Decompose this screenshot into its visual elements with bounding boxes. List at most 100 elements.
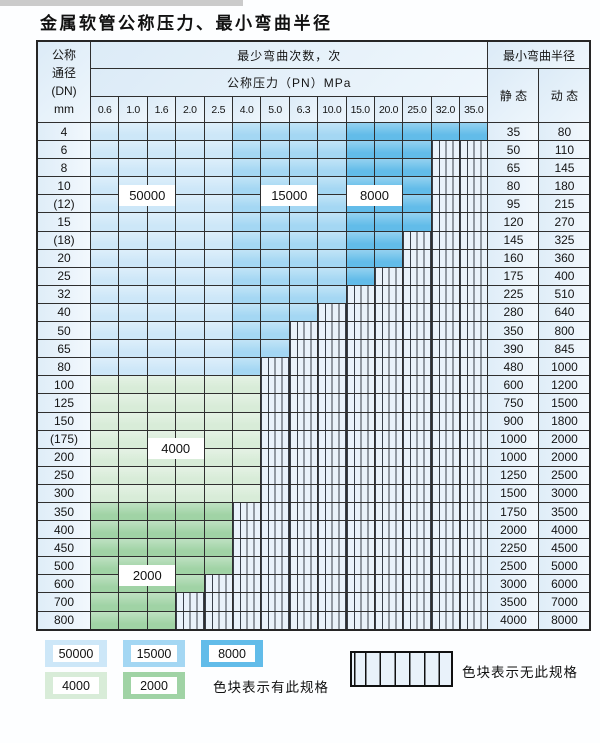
dynamic-value-cell: 3000 bbox=[539, 484, 590, 502]
no-spec-cell bbox=[460, 611, 488, 629]
spec-cell bbox=[289, 159, 318, 177]
no-spec-cell bbox=[403, 394, 431, 412]
no-spec-cell bbox=[431, 430, 460, 448]
dn-cell: 50 bbox=[38, 322, 90, 340]
spec-cell bbox=[232, 177, 261, 195]
dn-cell: 400 bbox=[38, 521, 90, 539]
spec-cell bbox=[91, 177, 119, 195]
dn-cell: 20 bbox=[38, 249, 90, 267]
spec-cell bbox=[91, 249, 119, 267]
spec-cell bbox=[261, 159, 289, 177]
no-spec-cell bbox=[460, 412, 488, 430]
spec-cell bbox=[346, 159, 374, 177]
spec-cell bbox=[119, 285, 147, 303]
dn-column-header: 公称 通径 (DN) mm bbox=[38, 42, 90, 122]
no-spec-cell bbox=[261, 484, 289, 502]
has-spec-label: 色块表示有此规格 bbox=[213, 679, 329, 695]
spec-cell bbox=[232, 249, 261, 267]
page-title: 金属软管公称压力、最小弯曲半径 bbox=[40, 14, 333, 34]
dynamic-value-cell: 270 bbox=[539, 213, 590, 231]
spec-cell bbox=[176, 213, 204, 231]
dynamic-value-cell: 510 bbox=[539, 285, 590, 303]
no-spec-cell bbox=[346, 539, 374, 557]
no-spec-cell bbox=[289, 322, 318, 340]
legend-swatch-label: 50000 bbox=[53, 645, 99, 662]
bend-cycles-value-label: 15000 bbox=[261, 184, 318, 206]
bend-cycles-header: 最少弯曲次数，次 bbox=[91, 42, 488, 68]
spec-cell bbox=[232, 358, 261, 376]
spec-cell bbox=[318, 267, 346, 285]
no-spec-cell bbox=[431, 195, 460, 213]
spec-cell bbox=[91, 322, 119, 340]
spec-cell bbox=[403, 195, 431, 213]
no-spec-cell bbox=[403, 611, 431, 629]
no-spec-cell bbox=[403, 412, 431, 430]
spec-cell bbox=[318, 123, 346, 141]
no-spec-cell bbox=[460, 484, 488, 502]
legend-swatch-label: 15000 bbox=[131, 645, 177, 662]
spec-cell bbox=[204, 376, 232, 394]
no-spec-cell bbox=[289, 611, 318, 629]
spec-cell bbox=[232, 303, 261, 322]
no-spec-cell bbox=[318, 593, 346, 611]
spec-cell bbox=[147, 141, 176, 159]
no-spec-cell bbox=[403, 557, 431, 575]
spec-cell bbox=[176, 267, 204, 285]
spec-cell bbox=[232, 340, 261, 358]
no-spec-cell bbox=[232, 557, 261, 575]
spec-cell bbox=[176, 141, 204, 159]
dn-cell: 10 bbox=[38, 177, 90, 195]
spec-cell bbox=[147, 539, 176, 557]
spec-cell bbox=[147, 123, 176, 141]
no-spec-cell bbox=[460, 358, 488, 376]
spec-cell bbox=[91, 195, 119, 213]
bend-cycles-value-label: 2000 bbox=[119, 565, 176, 586]
spec-cell bbox=[289, 285, 318, 303]
no-spec-cell bbox=[204, 611, 232, 629]
spec-cell bbox=[176, 231, 204, 249]
no-spec-cell bbox=[261, 593, 289, 611]
no-spec-cell bbox=[289, 340, 318, 358]
no-spec-cell bbox=[346, 575, 374, 593]
no-spec-cell bbox=[374, 611, 403, 629]
static-value-cell: 145 bbox=[488, 231, 539, 249]
dn-cell: 200 bbox=[38, 448, 90, 466]
no-spec-cell bbox=[318, 466, 346, 484]
spec-cell bbox=[91, 141, 119, 159]
static-value-cell: 900 bbox=[488, 412, 539, 430]
dn-cell: 700 bbox=[38, 593, 90, 611]
no-spec-cell bbox=[431, 322, 460, 340]
spec-cell bbox=[346, 231, 374, 249]
spec-cell bbox=[346, 123, 374, 141]
dynamic-value-cell: 145 bbox=[539, 159, 590, 177]
legend-swatch: 4000 bbox=[45, 672, 107, 699]
no-spec-cell bbox=[318, 539, 346, 557]
no-spec-cell bbox=[346, 502, 374, 521]
no-spec-cell bbox=[232, 539, 261, 557]
no-spec-cell bbox=[460, 303, 488, 322]
spec-cell bbox=[119, 611, 147, 629]
static-value-cell: 1500 bbox=[488, 484, 539, 502]
no-spec-cell bbox=[460, 593, 488, 611]
static-value-cell: 65 bbox=[488, 159, 539, 177]
no-spec-cell bbox=[431, 611, 460, 629]
no-spec-cell bbox=[460, 448, 488, 466]
dynamic-value-cell: 180 bbox=[539, 177, 590, 195]
dynamic-value-cell: 800 bbox=[539, 322, 590, 340]
no-spec-cell bbox=[460, 177, 488, 195]
spec-cell bbox=[91, 484, 119, 502]
spec-cell bbox=[147, 249, 176, 267]
no-spec-cell bbox=[431, 303, 460, 322]
no-spec-cell bbox=[403, 466, 431, 484]
no-spec-cell bbox=[346, 557, 374, 575]
spec-cell bbox=[261, 303, 289, 322]
no-spec-cell bbox=[346, 466, 374, 484]
spec-cell bbox=[119, 539, 147, 557]
no-spec-cell bbox=[289, 575, 318, 593]
dn-cell: 15 bbox=[38, 213, 90, 231]
spec-cell bbox=[147, 611, 176, 629]
no-spec-cell bbox=[318, 322, 346, 340]
spec-cell bbox=[289, 231, 318, 249]
spec-cell bbox=[318, 285, 346, 303]
no-spec-cell bbox=[289, 412, 318, 430]
